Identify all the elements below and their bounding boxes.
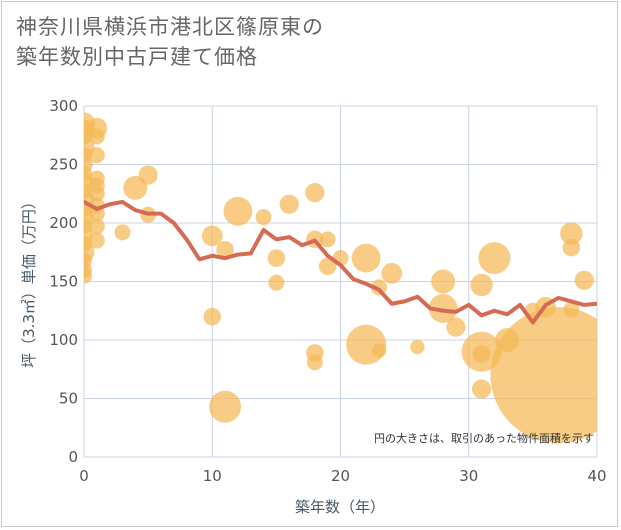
x-tick-label-0: 0 xyxy=(79,467,89,485)
chart-title-line1: 神奈川県横浜市港北区篠原東の xyxy=(16,15,324,39)
x-tick-label-1: 10 xyxy=(203,467,222,485)
y-tick-label-6: 300 xyxy=(49,97,78,115)
y-tick-label-1: 50 xyxy=(59,390,78,408)
y-tick-label-5: 250 xyxy=(49,156,78,174)
trend-line-0 xyxy=(84,199,597,325)
trend-line-layer xyxy=(84,199,597,325)
bubble-68 xyxy=(562,238,581,257)
x-tick-label-3: 30 xyxy=(459,467,478,485)
bubble-57 xyxy=(446,317,466,337)
bubble-31 xyxy=(138,165,158,185)
bubble-27 xyxy=(88,218,105,235)
x-tick-labels: 0 10 20 30 40 xyxy=(79,467,606,485)
bubble-62 xyxy=(478,242,511,275)
chart-title: 神奈川県横浜市港北区篠原東の 築年数別中古戸建て価格 xyxy=(16,12,324,72)
bubble-layer xyxy=(84,112,597,444)
bubble-38 xyxy=(255,209,272,226)
bubble-20 xyxy=(88,128,105,145)
bubble-36 xyxy=(209,390,242,423)
bubble-46 xyxy=(319,231,336,248)
y-tick-label-0: 0 xyxy=(68,448,78,466)
bubble-30 xyxy=(123,175,148,200)
bubble-52 xyxy=(371,343,387,358)
y-axis-label: 坪（3.3㎡）単価（万円） xyxy=(20,194,38,368)
bubble-41 xyxy=(279,194,299,214)
bubble-56 xyxy=(428,294,458,323)
bubble-66 xyxy=(490,307,597,444)
y-tick-label-3: 150 xyxy=(49,273,78,291)
bubble-67 xyxy=(560,222,583,245)
bubble-39 xyxy=(267,249,286,267)
bubble-61 xyxy=(471,379,492,399)
bubble-24 xyxy=(88,185,105,202)
bubble-58 xyxy=(470,273,493,297)
bubble-21 xyxy=(88,147,105,164)
x-tick-label-4: 40 xyxy=(587,467,606,485)
bubble-28 xyxy=(88,232,105,249)
bubble-33 xyxy=(201,225,223,247)
bubble-42 xyxy=(305,182,325,203)
y-tick-labels: 0 50 100 150 200 250 300 xyxy=(49,97,78,466)
chart-title-line2: 築年数別中古戸建て価格 xyxy=(16,45,258,69)
bubble-35 xyxy=(216,241,234,259)
bubble-53 xyxy=(381,262,403,284)
bubble-60 xyxy=(472,345,491,363)
bubble-69 xyxy=(563,301,580,318)
bubble-47 xyxy=(318,257,337,276)
bubble-45 xyxy=(306,354,323,371)
bubble-54 xyxy=(410,339,425,355)
y-tick-label-4: 200 xyxy=(49,214,78,232)
y-tick-label-2: 100 xyxy=(49,331,78,349)
bubble-29 xyxy=(114,224,131,241)
bubble-55 xyxy=(431,269,456,294)
bubble-34 xyxy=(203,307,222,326)
bubble-40 xyxy=(268,274,285,291)
bubble-49 xyxy=(351,243,381,273)
x-axis-label: 築年数（年） xyxy=(295,498,385,516)
x-tick-label-2: 20 xyxy=(331,467,350,485)
bubble-70 xyxy=(574,270,594,290)
bubble-18 xyxy=(84,267,92,284)
bubble-37 xyxy=(223,196,253,226)
bubble-26 xyxy=(88,205,105,222)
bubble-size-note: 円の大きさは、取引のあった物件面積を示す xyxy=(374,431,594,445)
